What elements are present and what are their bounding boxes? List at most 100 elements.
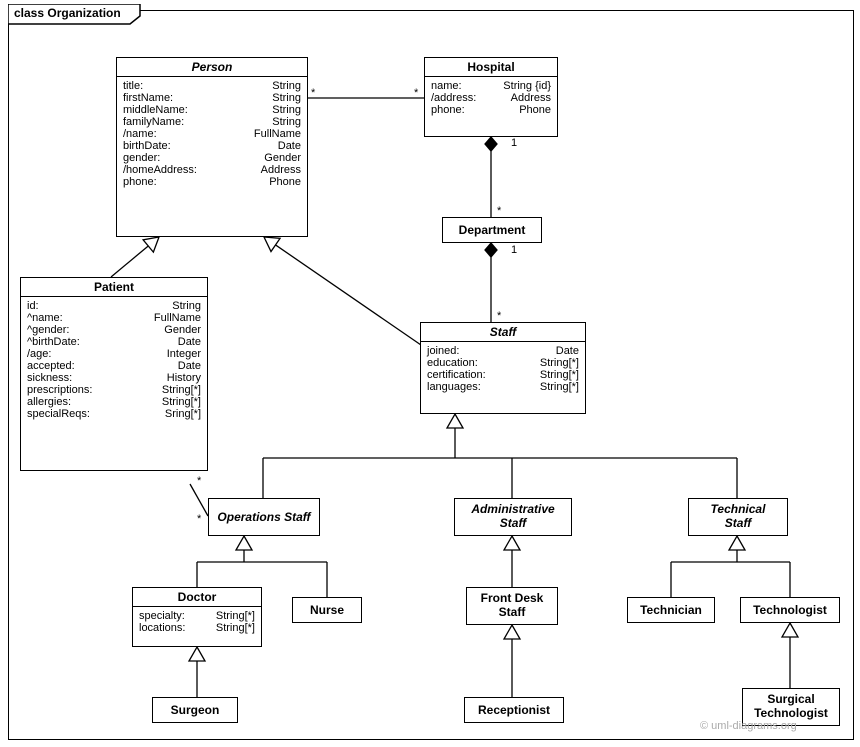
attr-row: middleName:String: [123, 104, 301, 116]
class-title: Receptionist: [476, 698, 552, 722]
attr-type: Sring[*]: [155, 408, 201, 420]
attr-name: education:: [427, 357, 478, 369]
class-department: Department: [442, 217, 542, 243]
attr-type: String: [162, 300, 201, 312]
attr-type: Date: [168, 336, 201, 348]
attr-type: Gender: [154, 324, 201, 336]
attr-name: birthDate:: [123, 140, 171, 152]
attr-name: accepted:: [27, 360, 75, 372]
attr-type: Integer: [157, 348, 201, 360]
attr-type: Date: [268, 140, 301, 152]
attr-row: name:String {id}: [431, 80, 551, 92]
attr-row: locations:String[*]: [139, 622, 255, 634]
class-attrs: specialty: String[*]locations:String[*]: [133, 607, 261, 637]
attr-row: title: String: [123, 80, 301, 92]
class-title: Front DeskStaff: [479, 587, 546, 625]
attr-type: String: [262, 80, 301, 92]
class-person: Persontitle:StringfirstName:Stringmiddle…: [116, 57, 308, 237]
class-title: Technician: [638, 598, 704, 622]
attr-name: ^gender:: [27, 324, 69, 336]
attr-row: joined:Date: [427, 345, 579, 357]
attr-row: phone: Phone: [123, 176, 301, 188]
class-title: Patient: [21, 278, 207, 297]
attr-name: gender:: [123, 152, 160, 164]
attr-row: /age:Integer: [27, 348, 201, 360]
attr-name: specialty:: [139, 610, 185, 622]
class-attrs: id:String^name:FullName^gender:Gender^bi…: [21, 297, 207, 423]
attr-type: Address: [501, 92, 551, 104]
watermark: © uml-diagrams.org: [700, 720, 797, 732]
attr-row: sickness:History: [27, 372, 201, 384]
multiplicity-label: *: [497, 310, 501, 322]
class-ops_staff: Operations Staff: [208, 498, 320, 536]
attr-row: /address:Address: [431, 92, 551, 104]
attr-type: String[*]: [206, 610, 255, 622]
attr-row: certification: String[*]: [427, 369, 579, 381]
class-title: TechnicalStaff: [709, 498, 768, 536]
attr-type: FullName: [144, 312, 201, 324]
class-surgeon: Surgeon: [152, 697, 238, 723]
attr-name: allergies:: [27, 396, 71, 408]
class-title: Hospital: [425, 58, 557, 77]
attr-row: birthDate: Date: [123, 140, 301, 152]
attr-row: gender:Gender: [123, 152, 301, 164]
multiplicity-label: 1: [511, 244, 517, 256]
attr-row: /name:FullName: [123, 128, 301, 140]
class-admin_staff: AdministrativeStaff: [454, 498, 572, 536]
attr-row: allergies:String[*]: [27, 396, 201, 408]
attr-type: String[*]: [152, 384, 201, 396]
class-patient: Patientid:String^name:FullName^gender:Ge…: [20, 277, 208, 471]
attr-row: ^birthDate:Date: [27, 336, 201, 348]
attr-type: Phone: [509, 104, 551, 116]
attr-name: sickness:: [27, 372, 72, 384]
attr-name: familyName:: [123, 116, 184, 128]
attr-name: locations:: [139, 622, 185, 634]
attr-row: phone:Phone: [431, 104, 551, 116]
class-title: Department: [457, 218, 528, 242]
attr-name: /name:: [123, 128, 157, 140]
class-title: Person: [117, 58, 307, 77]
attr-type: String[*]: [530, 369, 579, 381]
multiplicity-label: *: [414, 87, 418, 99]
attr-type: String: [262, 104, 301, 116]
class-receptionist: Receptionist: [464, 697, 564, 723]
attr-type: String[*]: [530, 381, 579, 393]
attr-row: firstName: String: [123, 92, 301, 104]
attr-type: String: [262, 116, 301, 128]
multiplicity-label: *: [497, 205, 501, 217]
attr-row: /homeAddress:Address: [123, 164, 301, 176]
attr-row: ^gender: Gender: [27, 324, 201, 336]
attr-row: education: String[*]: [427, 357, 579, 369]
class-tech_staff: TechnicalStaff: [688, 498, 788, 536]
class-staff: Staffjoined:Dateeducation:String[*]certi…: [420, 322, 586, 414]
class-nurse: Nurse: [292, 597, 362, 623]
attr-row: id:String: [27, 300, 201, 312]
attr-type: String: [262, 92, 301, 104]
attr-name: phone:: [123, 176, 157, 188]
multiplicity-label: *: [311, 87, 315, 99]
attr-type: Date: [168, 360, 201, 372]
attr-type: String {id}: [493, 80, 551, 92]
class-technician: Technician: [627, 597, 715, 623]
multiplicity-label: 1: [511, 137, 517, 149]
attr-row: familyName: String: [123, 116, 301, 128]
class-title: Surgeon: [169, 698, 222, 722]
class-attrs: name:String {id}/address:Addressphone:Ph…: [425, 77, 557, 119]
class-front_desk: Front DeskStaff: [466, 587, 558, 625]
attr-row: accepted: Date: [27, 360, 201, 372]
class-title: Doctor: [133, 588, 261, 607]
attr-name: /homeAddress:: [123, 164, 197, 176]
attr-name: joined:: [427, 345, 459, 357]
attr-row: prescriptions:String[*]: [27, 384, 201, 396]
attr-name: certification:: [427, 369, 486, 381]
class-hospital: Hospitalname:String {id}/address:Address…: [424, 57, 558, 137]
attr-name: specialReqs:: [27, 408, 90, 420]
attr-type: Phone: [259, 176, 301, 188]
attr-name: firstName:: [123, 92, 173, 104]
class-title: Staff: [421, 323, 585, 342]
frame-title: class Organization: [14, 6, 121, 20]
attr-row: specialReqs: Sring[*]: [27, 408, 201, 420]
attr-name: title:: [123, 80, 143, 92]
attr-type: String[*]: [530, 357, 579, 369]
class-attrs: title:StringfirstName:StringmiddleName:S…: [117, 77, 307, 191]
